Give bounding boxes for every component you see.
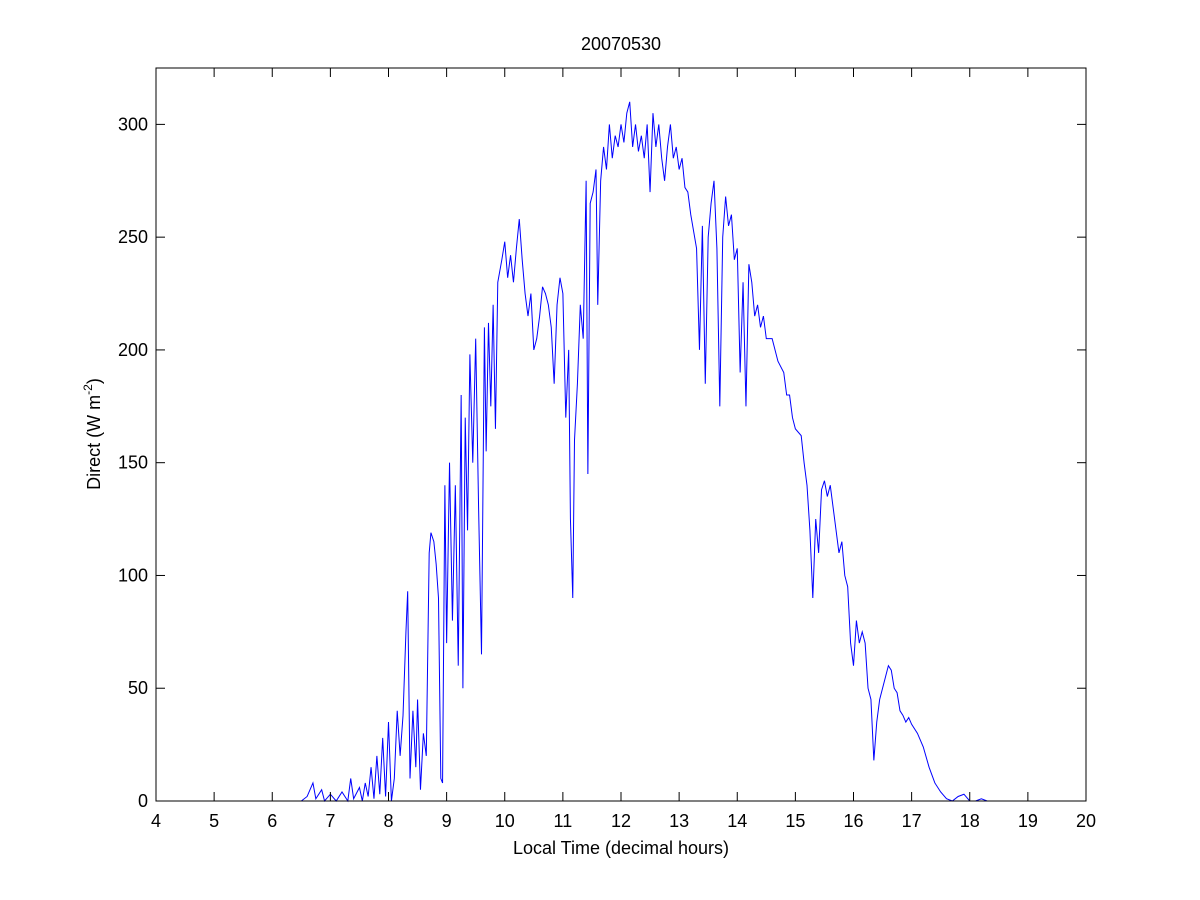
x-axis-label: Local Time (decimal hours) — [513, 838, 729, 858]
x-tick-label: 9 — [442, 811, 452, 831]
x-tick-label: 13 — [669, 811, 689, 831]
x-tick-label: 15 — [785, 811, 805, 831]
x-tick-label: 8 — [383, 811, 393, 831]
x-tick-label: 19 — [1018, 811, 1038, 831]
x-tick-label: 12 — [611, 811, 631, 831]
y-tick-label: 0 — [138, 791, 148, 811]
y-tick-label: 50 — [128, 678, 148, 698]
y-label-close: ) — [84, 378, 104, 384]
x-tick-label: 10 — [495, 811, 515, 831]
y-tick-label: 150 — [118, 453, 148, 473]
x-tick-label: 14 — [727, 811, 747, 831]
y-tick-label: 100 — [118, 565, 148, 585]
x-tick-label: 11 — [554, 811, 573, 831]
x-tick-label: 4 — [151, 811, 161, 831]
y-label-sup: -2 — [81, 384, 95, 395]
y-label-main: Direct (W m — [84, 395, 104, 490]
y-axis-label: Direct (W m-2) — [81, 378, 104, 490]
y-tick-label: 300 — [118, 114, 148, 134]
chart-title: 20070530 — [581, 34, 661, 54]
y-tick-label: 200 — [118, 340, 148, 360]
x-tick-label: 17 — [902, 811, 922, 831]
data-line — [225, 101, 988, 803]
x-tick-label: 6 — [267, 811, 277, 831]
x-tick-label: 18 — [960, 811, 980, 831]
x-tick-label: 16 — [843, 811, 863, 831]
x-tick-label: 7 — [325, 811, 335, 831]
y-tick-label: 250 — [118, 227, 148, 247]
x-tick-label: 20 — [1076, 811, 1096, 831]
x-tick-label: 5 — [209, 811, 219, 831]
